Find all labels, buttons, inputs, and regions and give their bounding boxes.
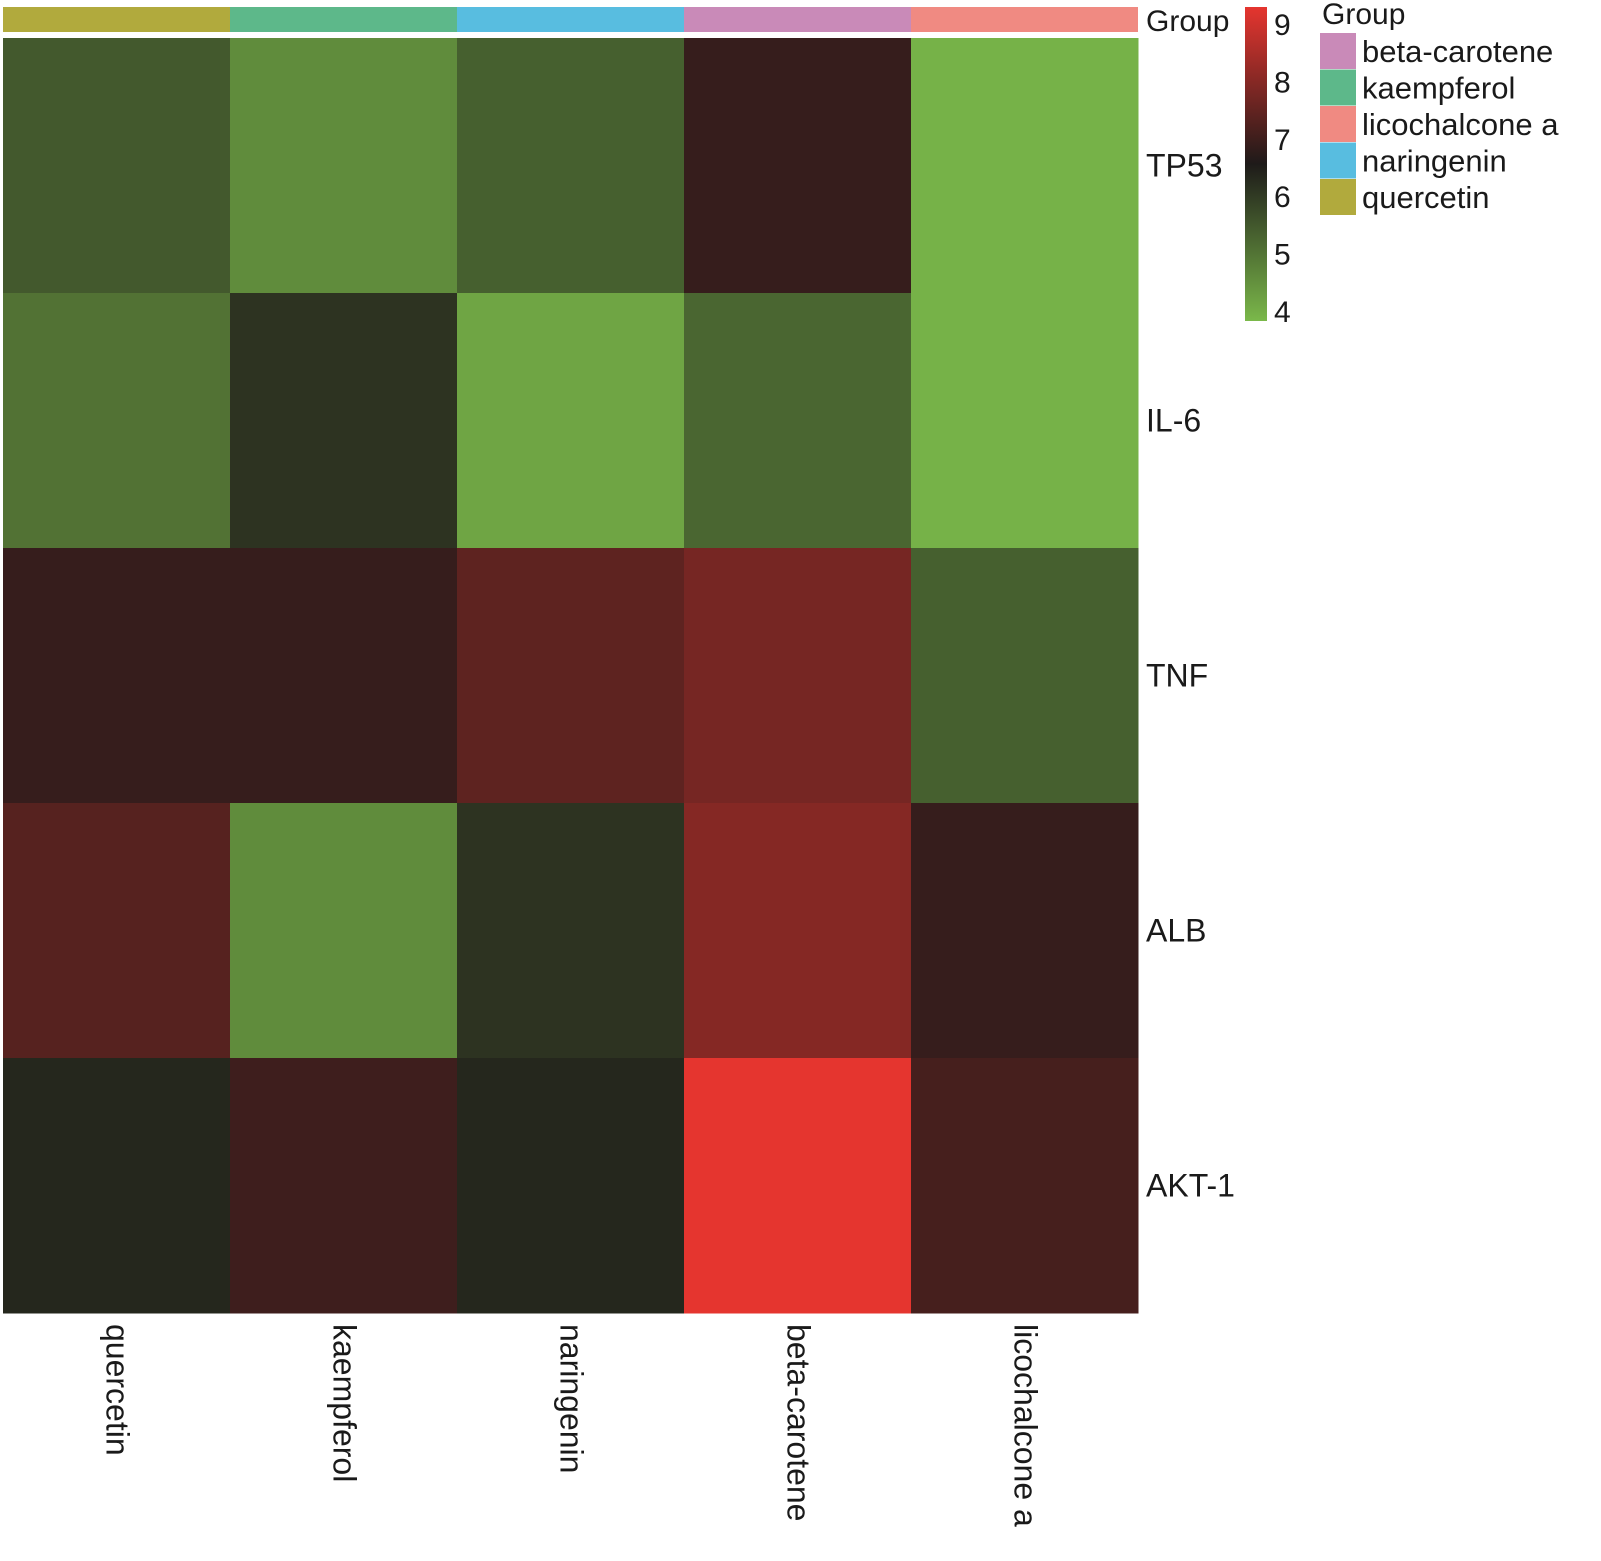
group-annotation-cell <box>457 7 684 32</box>
heatmap-cell <box>457 293 685 549</box>
legend-swatch <box>1320 33 1356 69</box>
heatmap-cell <box>230 38 458 294</box>
legend-swatch <box>1320 142 1356 179</box>
heatmap-cell <box>911 803 1139 1059</box>
heatmap-cell <box>3 548 231 804</box>
row-label: TNF <box>1146 658 1208 694</box>
legend-title: Group <box>1322 0 1405 31</box>
legend-label: quercetin <box>1362 180 1490 215</box>
heatmap-cell <box>684 38 912 294</box>
group-annotation-cell <box>911 7 1138 32</box>
heatmap-cell <box>911 38 1139 294</box>
heatmap-cell <box>230 803 458 1059</box>
heatmap-cell <box>3 1058 231 1314</box>
color-scale-tick: 4 <box>1274 296 1291 329</box>
group-annotation-cell <box>684 7 911 32</box>
heatmap-cell <box>230 1058 458 1314</box>
legend-swatch <box>1320 69 1356 106</box>
group-annotation-title: Group <box>1146 5 1229 38</box>
row-label: ALB <box>1146 913 1206 949</box>
column-label: kaempferol <box>327 1324 363 1482</box>
row-label: IL-6 <box>1146 403 1201 439</box>
legend-swatch <box>1320 179 1356 215</box>
heatmap-cell <box>911 1058 1139 1314</box>
color-scale-tick: 7 <box>1274 124 1291 157</box>
color-scale-bar <box>1245 7 1267 321</box>
column-label: beta-carotene <box>781 1324 817 1521</box>
legend-label: naringenin <box>1362 144 1507 179</box>
column-label: naringenin <box>554 1324 590 1473</box>
color-scale-tick: 5 <box>1274 239 1291 272</box>
heatmap-cell <box>3 803 231 1059</box>
heatmap-cell <box>457 1058 685 1314</box>
heatmap-cell <box>457 548 685 804</box>
row-label: AKT-1 <box>1146 1168 1235 1204</box>
column-label: licochalcone a <box>1008 1324 1044 1527</box>
heatmap-cell <box>457 803 685 1059</box>
row-label: TP53 <box>1146 148 1222 184</box>
heatmap-cell <box>911 293 1139 549</box>
heatmap-cell <box>684 803 912 1059</box>
heatmap-cell <box>684 548 912 804</box>
column-label: quercetin <box>100 1324 136 1456</box>
group-annotation-cell <box>230 7 457 32</box>
legend-label: licochalcone a <box>1362 107 1559 142</box>
heatmap-cell <box>3 293 231 549</box>
group-annotation-cell <box>3 7 230 32</box>
heatmap-cell <box>684 293 912 549</box>
heatmap-cell <box>911 548 1139 804</box>
legend-label: beta-carotene <box>1362 34 1553 69</box>
heatmap-cell <box>3 38 231 294</box>
legend-swatch <box>1320 106 1356 142</box>
color-scale-tick: 6 <box>1274 181 1291 214</box>
heatmap-cell <box>230 548 458 804</box>
heatmap-cell <box>230 293 458 549</box>
heatmap-cell <box>457 38 685 294</box>
heatmap-cell <box>684 1058 912 1314</box>
color-scale-tick: 9 <box>1274 9 1291 42</box>
color-scale-tick: 8 <box>1274 66 1291 99</box>
legend-label: kaempferol <box>1362 71 1515 106</box>
